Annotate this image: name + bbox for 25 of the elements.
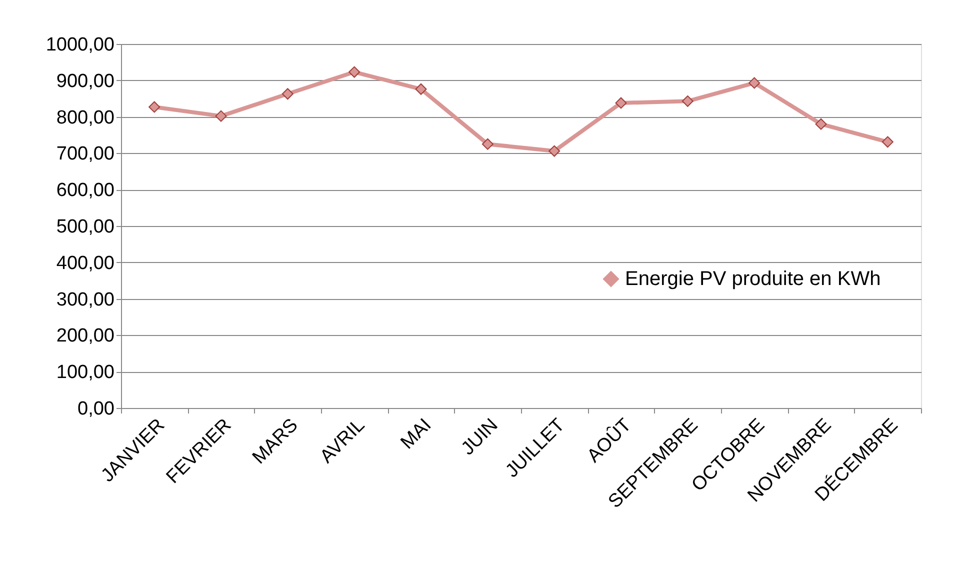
y-tick-label: 200,00 bbox=[56, 326, 114, 347]
point bbox=[482, 138, 494, 150]
point bbox=[615, 97, 627, 109]
y-tick-label: 300,00 bbox=[56, 289, 114, 310]
point bbox=[882, 136, 894, 148]
y-tick-label: 700,00 bbox=[56, 144, 114, 165]
legend-label: Energie PV produite en KWh bbox=[625, 268, 881, 290]
y-tick-label: 900,00 bbox=[56, 70, 114, 92]
point bbox=[548, 145, 560, 157]
point bbox=[148, 101, 160, 113]
y-tick-label: 500,00 bbox=[56, 216, 114, 238]
point bbox=[748, 77, 760, 89]
y-tick-label: 100,00 bbox=[56, 362, 114, 384]
point bbox=[282, 88, 294, 100]
point bbox=[815, 118, 827, 130]
y-tick-label: 0,00 bbox=[78, 398, 114, 420]
point bbox=[215, 110, 227, 122]
y-tick-label: 1000,00 bbox=[46, 34, 114, 56]
point bbox=[348, 66, 360, 78]
x-tick-label: MAI bbox=[396, 414, 436, 454]
y-tick-label: 600,00 bbox=[56, 180, 114, 202]
y-tick-label: 400,00 bbox=[56, 252, 114, 274]
point bbox=[682, 95, 694, 107]
y-tick-label: 800,00 bbox=[56, 107, 114, 128]
point bbox=[415, 83, 427, 95]
